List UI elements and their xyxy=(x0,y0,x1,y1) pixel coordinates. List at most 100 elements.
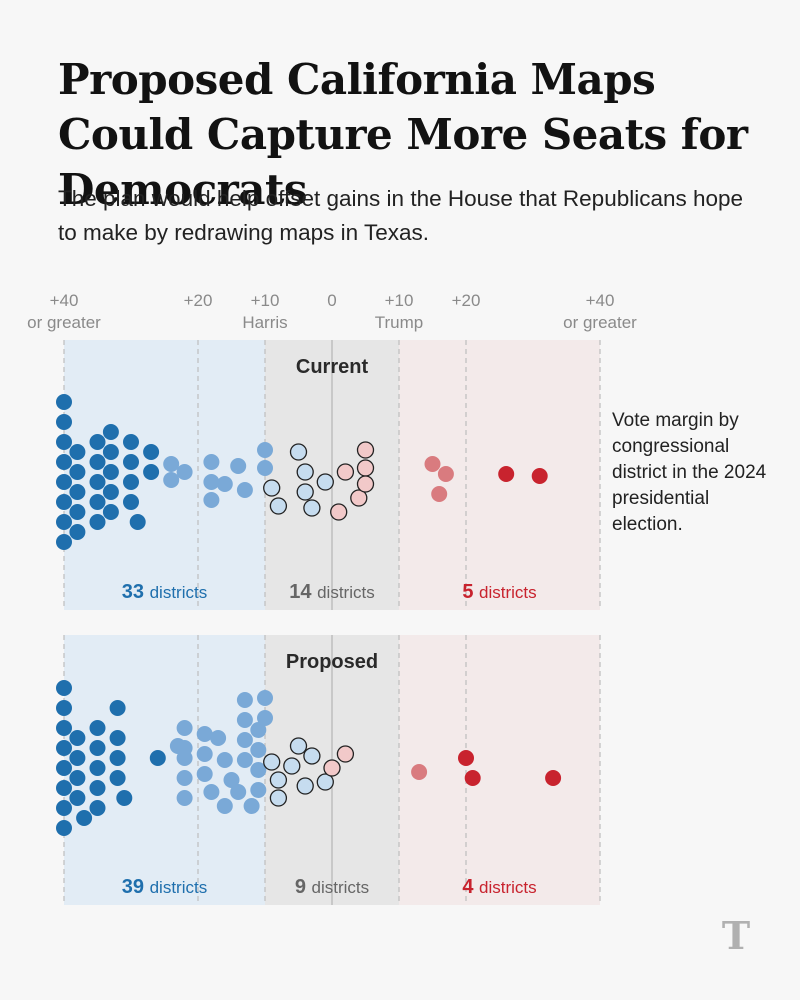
count-label: districts xyxy=(479,878,537,897)
district-dot xyxy=(69,484,86,500)
district-count-1-0: 39 districts xyxy=(122,876,207,898)
district-dot xyxy=(69,464,86,480)
district-dot xyxy=(289,443,308,461)
district-dot xyxy=(102,464,119,480)
district-dot xyxy=(69,790,86,806)
district-dot xyxy=(102,504,119,520)
district-dot xyxy=(350,489,368,507)
district-dot xyxy=(356,475,375,493)
district-dot xyxy=(143,444,160,460)
district-dot xyxy=(243,798,260,814)
district-dot xyxy=(123,454,139,470)
district-dot xyxy=(411,764,428,780)
district-dot xyxy=(56,534,72,550)
district-dot xyxy=(69,524,86,540)
district-dot xyxy=(257,690,273,706)
district-dot xyxy=(56,454,72,470)
district-dot xyxy=(216,798,233,814)
count-number: 5 xyxy=(462,581,479,603)
district-dot xyxy=(69,444,86,460)
district-dot xyxy=(296,777,314,795)
district-dot xyxy=(89,454,106,470)
tick-sublabel-0: or greater xyxy=(27,313,101,332)
district-dot xyxy=(176,750,193,766)
district-dot xyxy=(269,789,288,807)
count-label: districts xyxy=(317,583,375,602)
district-dot xyxy=(269,771,288,789)
count-number: 33 xyxy=(122,581,150,603)
district-dot xyxy=(56,414,72,430)
district-dot xyxy=(89,494,106,510)
district-dot xyxy=(356,459,375,477)
district-count-1-1: 9 districts xyxy=(295,876,369,898)
district-dot xyxy=(109,770,126,786)
district-dot xyxy=(69,750,86,766)
district-dot xyxy=(56,394,72,410)
nyt-logo-icon: T xyxy=(721,913,751,958)
tick-label-6: +40 xyxy=(586,291,615,310)
tick-sublabel-6: or greater xyxy=(563,313,637,332)
district-dot xyxy=(196,746,213,762)
district-dot xyxy=(424,456,441,472)
district-dot xyxy=(123,494,139,510)
district-dot xyxy=(323,759,341,777)
district-dot xyxy=(163,456,180,472)
district-dot xyxy=(216,476,233,492)
district-dot xyxy=(203,454,220,470)
district-dot xyxy=(283,757,301,775)
district-dot xyxy=(69,770,86,786)
district-dot xyxy=(257,442,273,458)
district-dot xyxy=(109,730,126,746)
district-dot xyxy=(498,466,515,482)
district-dot xyxy=(123,434,139,450)
district-dot xyxy=(356,441,375,459)
district-dot xyxy=(236,692,253,708)
district-dot xyxy=(102,424,119,440)
district-dot xyxy=(269,497,288,515)
district-dot xyxy=(236,732,253,748)
district-dot xyxy=(116,790,133,806)
district-dot xyxy=(531,468,548,484)
district-dot xyxy=(458,750,474,766)
district-dot xyxy=(230,458,247,474)
district-dot xyxy=(289,737,308,755)
district-dot xyxy=(336,463,355,481)
district-dot xyxy=(56,760,72,776)
tick-sublabel-4: Trump xyxy=(375,313,424,332)
tick-label-4: +10 xyxy=(385,291,414,310)
district-dot xyxy=(316,773,334,791)
district-dot xyxy=(545,770,562,786)
district-dot xyxy=(56,474,72,490)
district-dot xyxy=(196,726,213,742)
district-dot xyxy=(56,720,72,736)
district-dot xyxy=(464,770,481,786)
district-dot xyxy=(203,784,220,800)
district-dot xyxy=(250,742,267,758)
district-dot xyxy=(296,483,314,501)
district-dot xyxy=(236,752,253,768)
district-dot xyxy=(89,740,106,756)
district-dot xyxy=(143,464,160,480)
district-dot xyxy=(129,514,146,530)
count-label: districts xyxy=(479,583,537,602)
district-dot xyxy=(250,782,267,798)
district-dot xyxy=(250,762,267,778)
district-dot xyxy=(109,700,126,716)
district-dot xyxy=(56,680,72,696)
district-dot xyxy=(176,790,193,806)
district-dot xyxy=(56,434,72,450)
count-number: 14 xyxy=(289,581,317,603)
district-dot xyxy=(76,810,93,826)
district-dot xyxy=(263,479,281,497)
district-dot xyxy=(89,760,106,776)
district-dot xyxy=(56,800,72,816)
district-dot xyxy=(203,474,220,490)
district-dot xyxy=(303,499,321,517)
district-dot xyxy=(56,780,72,796)
district-count-0-2: 5 districts xyxy=(462,581,536,603)
district-dot xyxy=(89,720,106,736)
district-dot xyxy=(210,730,227,746)
band-trump-1 xyxy=(399,635,600,905)
count-label: districts xyxy=(150,878,208,897)
